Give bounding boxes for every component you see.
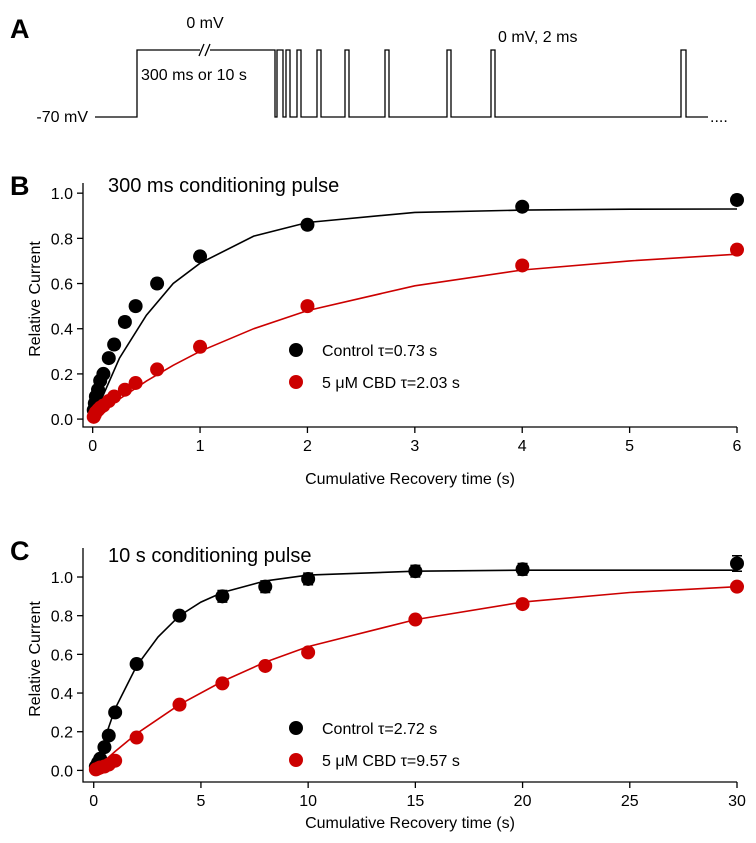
data-point	[730, 192, 744, 207]
legend-marker	[289, 753, 303, 767]
x-tick-label: 4	[518, 438, 527, 455]
data-point	[150, 362, 165, 377]
legend-marker	[289, 343, 303, 357]
x-tick-label: 30	[728, 793, 746, 810]
data-point	[101, 728, 116, 743]
annotation: 300 ms or 10 s	[141, 67, 247, 84]
x-tick-label: 1	[196, 438, 205, 455]
data-point	[128, 375, 143, 390]
y-tick-label: 0.8	[51, 231, 73, 248]
data-point	[515, 258, 530, 273]
y-axis-label: Relative Current	[27, 241, 44, 357]
data-point	[215, 676, 230, 691]
y-tick-label: 0.4	[51, 686, 73, 703]
data-point	[408, 612, 423, 627]
data-point	[107, 389, 122, 404]
data-point	[408, 564, 423, 579]
data-point	[515, 199, 530, 214]
y-tick-label: 0.8	[51, 609, 73, 626]
panel-label: C	[10, 536, 30, 566]
data-point	[300, 217, 315, 232]
y-tick-label: 0.0	[51, 763, 73, 780]
data-point	[101, 351, 116, 366]
data-point	[97, 740, 112, 755]
y-tick-label: 0.0	[51, 412, 73, 429]
x-tick-label: 3	[410, 438, 419, 455]
chart-title: 10 s conditioning pulse	[108, 545, 311, 567]
data-point	[730, 242, 744, 257]
x-tick-label: 5	[625, 438, 634, 455]
x-tick-label: 6	[733, 438, 742, 455]
legend-marker	[289, 721, 303, 735]
data-point	[258, 658, 273, 673]
axis-break	[198, 43, 211, 57]
y-tick-label: 0.6	[51, 277, 73, 294]
x-tick-label: 10	[299, 793, 317, 810]
legend-label: 5 μM CBD τ=2.03 s	[322, 375, 460, 392]
data-point	[117, 314, 132, 329]
annotation: ....	[710, 109, 728, 126]
panel-label: A	[10, 14, 30, 44]
data-point	[515, 597, 530, 612]
annotation: 0 mV, 2 ms	[498, 29, 577, 46]
legend-marker	[289, 375, 303, 389]
y-tick-label: 1.0	[51, 570, 73, 587]
x-tick-label: 20	[514, 793, 532, 810]
data-point	[172, 608, 187, 623]
data-point	[215, 589, 230, 604]
y-tick-label: 0.6	[51, 647, 73, 664]
data-point	[128, 299, 143, 314]
axis-line	[82, 548, 737, 783]
data-point	[730, 579, 744, 594]
x-tick-label: 25	[621, 793, 639, 810]
data-point	[117, 382, 132, 397]
data-point	[301, 645, 316, 660]
x-axis-label: Cumulative Recovery time (s)	[305, 815, 515, 832]
x-tick-label: 15	[406, 793, 424, 810]
data-point	[300, 299, 315, 314]
data-point	[172, 697, 187, 712]
x-tick-label: 2	[303, 438, 312, 455]
data-point	[301, 571, 316, 586]
y-tick-label: 1.0	[51, 186, 73, 203]
data-point	[730, 556, 744, 571]
y-tick-label: 0.2	[51, 725, 73, 742]
legend-label: Control τ=0.73 s	[322, 343, 437, 360]
legend-label: Control τ=2.72 s	[322, 721, 437, 738]
data-point	[129, 657, 144, 672]
data-point	[258, 579, 273, 594]
data-point	[108, 753, 123, 768]
voltage-protocol	[95, 49, 708, 118]
data-point	[193, 339, 208, 354]
chart-title: 300 ms conditioning pulse	[108, 175, 339, 197]
data-point	[108, 705, 123, 720]
data-point	[515, 562, 530, 577]
y-tick-label: 0.4	[51, 322, 73, 339]
panel-label: B	[10, 171, 30, 201]
data-point	[96, 366, 111, 381]
x-tick-label: 0	[88, 438, 97, 455]
data-point	[193, 249, 208, 264]
annotation: 0 mV	[186, 15, 224, 32]
y-tick-label: 0.2	[51, 367, 73, 384]
fit-curve	[91, 208, 738, 420]
x-tick-label: 5	[196, 793, 205, 810]
fit-curve	[92, 253, 738, 420]
x-tick-label: 0	[89, 793, 98, 810]
y-axis-label: Relative Current	[27, 601, 44, 717]
fit-curve	[92, 569, 737, 771]
data-point	[129, 730, 144, 745]
data-point	[150, 276, 165, 291]
x-axis-label: Cumulative Recovery time (s)	[305, 471, 515, 488]
legend-label: 5 μM CBD τ=9.57 s	[322, 753, 460, 770]
annotation: -70 mV	[36, 109, 88, 126]
data-point	[107, 337, 122, 352]
axis-line	[82, 183, 737, 428]
